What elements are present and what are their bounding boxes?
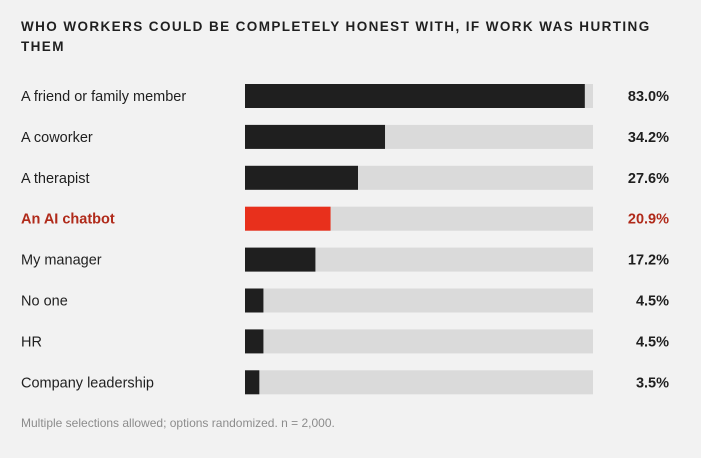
bar	[245, 329, 264, 354]
value-label: 83.0%	[628, 89, 669, 105]
value-label: 27.6%	[628, 171, 669, 187]
value-label: 34.2%	[628, 130, 669, 146]
bar	[245, 124, 386, 149]
category-label: A therapist	[21, 171, 90, 187]
bar-track	[245, 370, 593, 395]
chart-title: WHO WORKERS COULD BE COMPLETELY HONEST W…	[21, 19, 651, 54]
value-label: 3.5%	[636, 375, 669, 391]
category-label: No one	[21, 294, 68, 310]
bar	[245, 206, 331, 231]
value-label: 20.9%	[628, 212, 669, 228]
bar	[245, 288, 264, 313]
category-label: HR	[21, 334, 42, 350]
category-label: Company leadership	[21, 375, 154, 391]
bar	[245, 84, 585, 108]
category-label: A friend or family member	[21, 89, 186, 105]
category-label: My manager	[21, 253, 102, 269]
value-label: 4.5%	[636, 294, 669, 310]
category-label: A coworker	[21, 130, 93, 146]
chart-footnote: Multiple selections allowed; options ran…	[21, 416, 335, 430]
bar	[245, 247, 316, 272]
category-label: An AI chatbot	[21, 212, 115, 228]
bar	[245, 165, 358, 190]
value-label: 17.2%	[628, 253, 669, 269]
bar-track	[245, 288, 593, 313]
value-label: 4.5%	[636, 334, 669, 350]
bar-track	[245, 329, 593, 354]
bar	[245, 370, 260, 395]
